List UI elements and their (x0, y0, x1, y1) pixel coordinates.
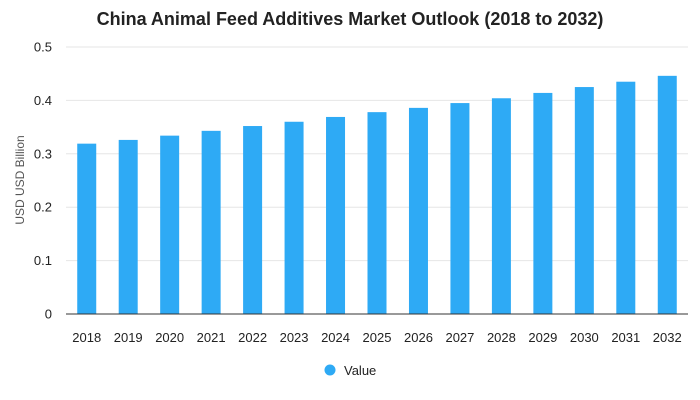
x-tick-label: 2018 (72, 330, 101, 345)
y-tick-label: 0.2 (34, 200, 52, 215)
x-tick-label: 2021 (197, 330, 226, 345)
x-tick-label: 2030 (570, 330, 599, 345)
bar-2021[interactable] (201, 130, 221, 314)
bar-2023[interactable] (284, 121, 304, 314)
y-tick-label: 0.4 (34, 93, 52, 108)
bar-2020[interactable] (160, 135, 180, 314)
y-axis-ticks: 0 0.1 0.2 0.3 0.4 0.5 (34, 40, 52, 322)
x-tick-label: 2020 (155, 330, 184, 345)
y-tick-label: 0.3 (34, 146, 52, 161)
x-tick-label: 2032 (653, 330, 682, 345)
x-tick-label: 2023 (280, 330, 309, 345)
bar-2028[interactable] (491, 98, 511, 314)
x-tick-label: 2026 (404, 330, 433, 345)
x-tick-label: 2029 (528, 330, 557, 345)
x-axis-ticks: 2018 2019 2020 2021 2022 2023 2024 2025 2026 2027… (72, 330, 681, 345)
x-tick-label: 2022 (238, 330, 267, 345)
bars (77, 75, 677, 315)
bar-2031[interactable] (616, 81, 636, 315)
legend-label: Value (344, 363, 376, 378)
y-axis-label: USD USD Billion (13, 135, 27, 224)
bar-2026[interactable] (408, 107, 428, 314)
bar-2030[interactable] (574, 87, 594, 314)
y-tick-label: 0 (45, 307, 52, 322)
bar-2019[interactable] (118, 139, 138, 314)
x-tick-label: 2019 (114, 330, 143, 345)
bar-2018[interactable] (77, 143, 97, 314)
x-tick-label: 2024 (321, 330, 350, 345)
x-tick-label: 2031 (611, 330, 640, 345)
bar-2024[interactable] (326, 116, 346, 314)
x-tick-label: 2027 (445, 330, 474, 345)
x-tick-label: 2025 (363, 330, 392, 345)
y-tick-label: 0.5 (34, 40, 52, 55)
bar-2027[interactable] (450, 103, 470, 314)
chart-title: China Animal Feed Additives Market Outlo… (97, 9, 604, 29)
x-tick-label: 2028 (487, 330, 516, 345)
bar-2032[interactable] (657, 75, 677, 314)
legend-marker (324, 364, 336, 376)
bar-2025[interactable] (367, 112, 387, 314)
bar-2022[interactable] (243, 126, 263, 314)
y-tick-label: 0.1 (34, 253, 52, 268)
legend[interactable]: Value (324, 363, 377, 378)
bar-2029[interactable] (533, 92, 553, 314)
